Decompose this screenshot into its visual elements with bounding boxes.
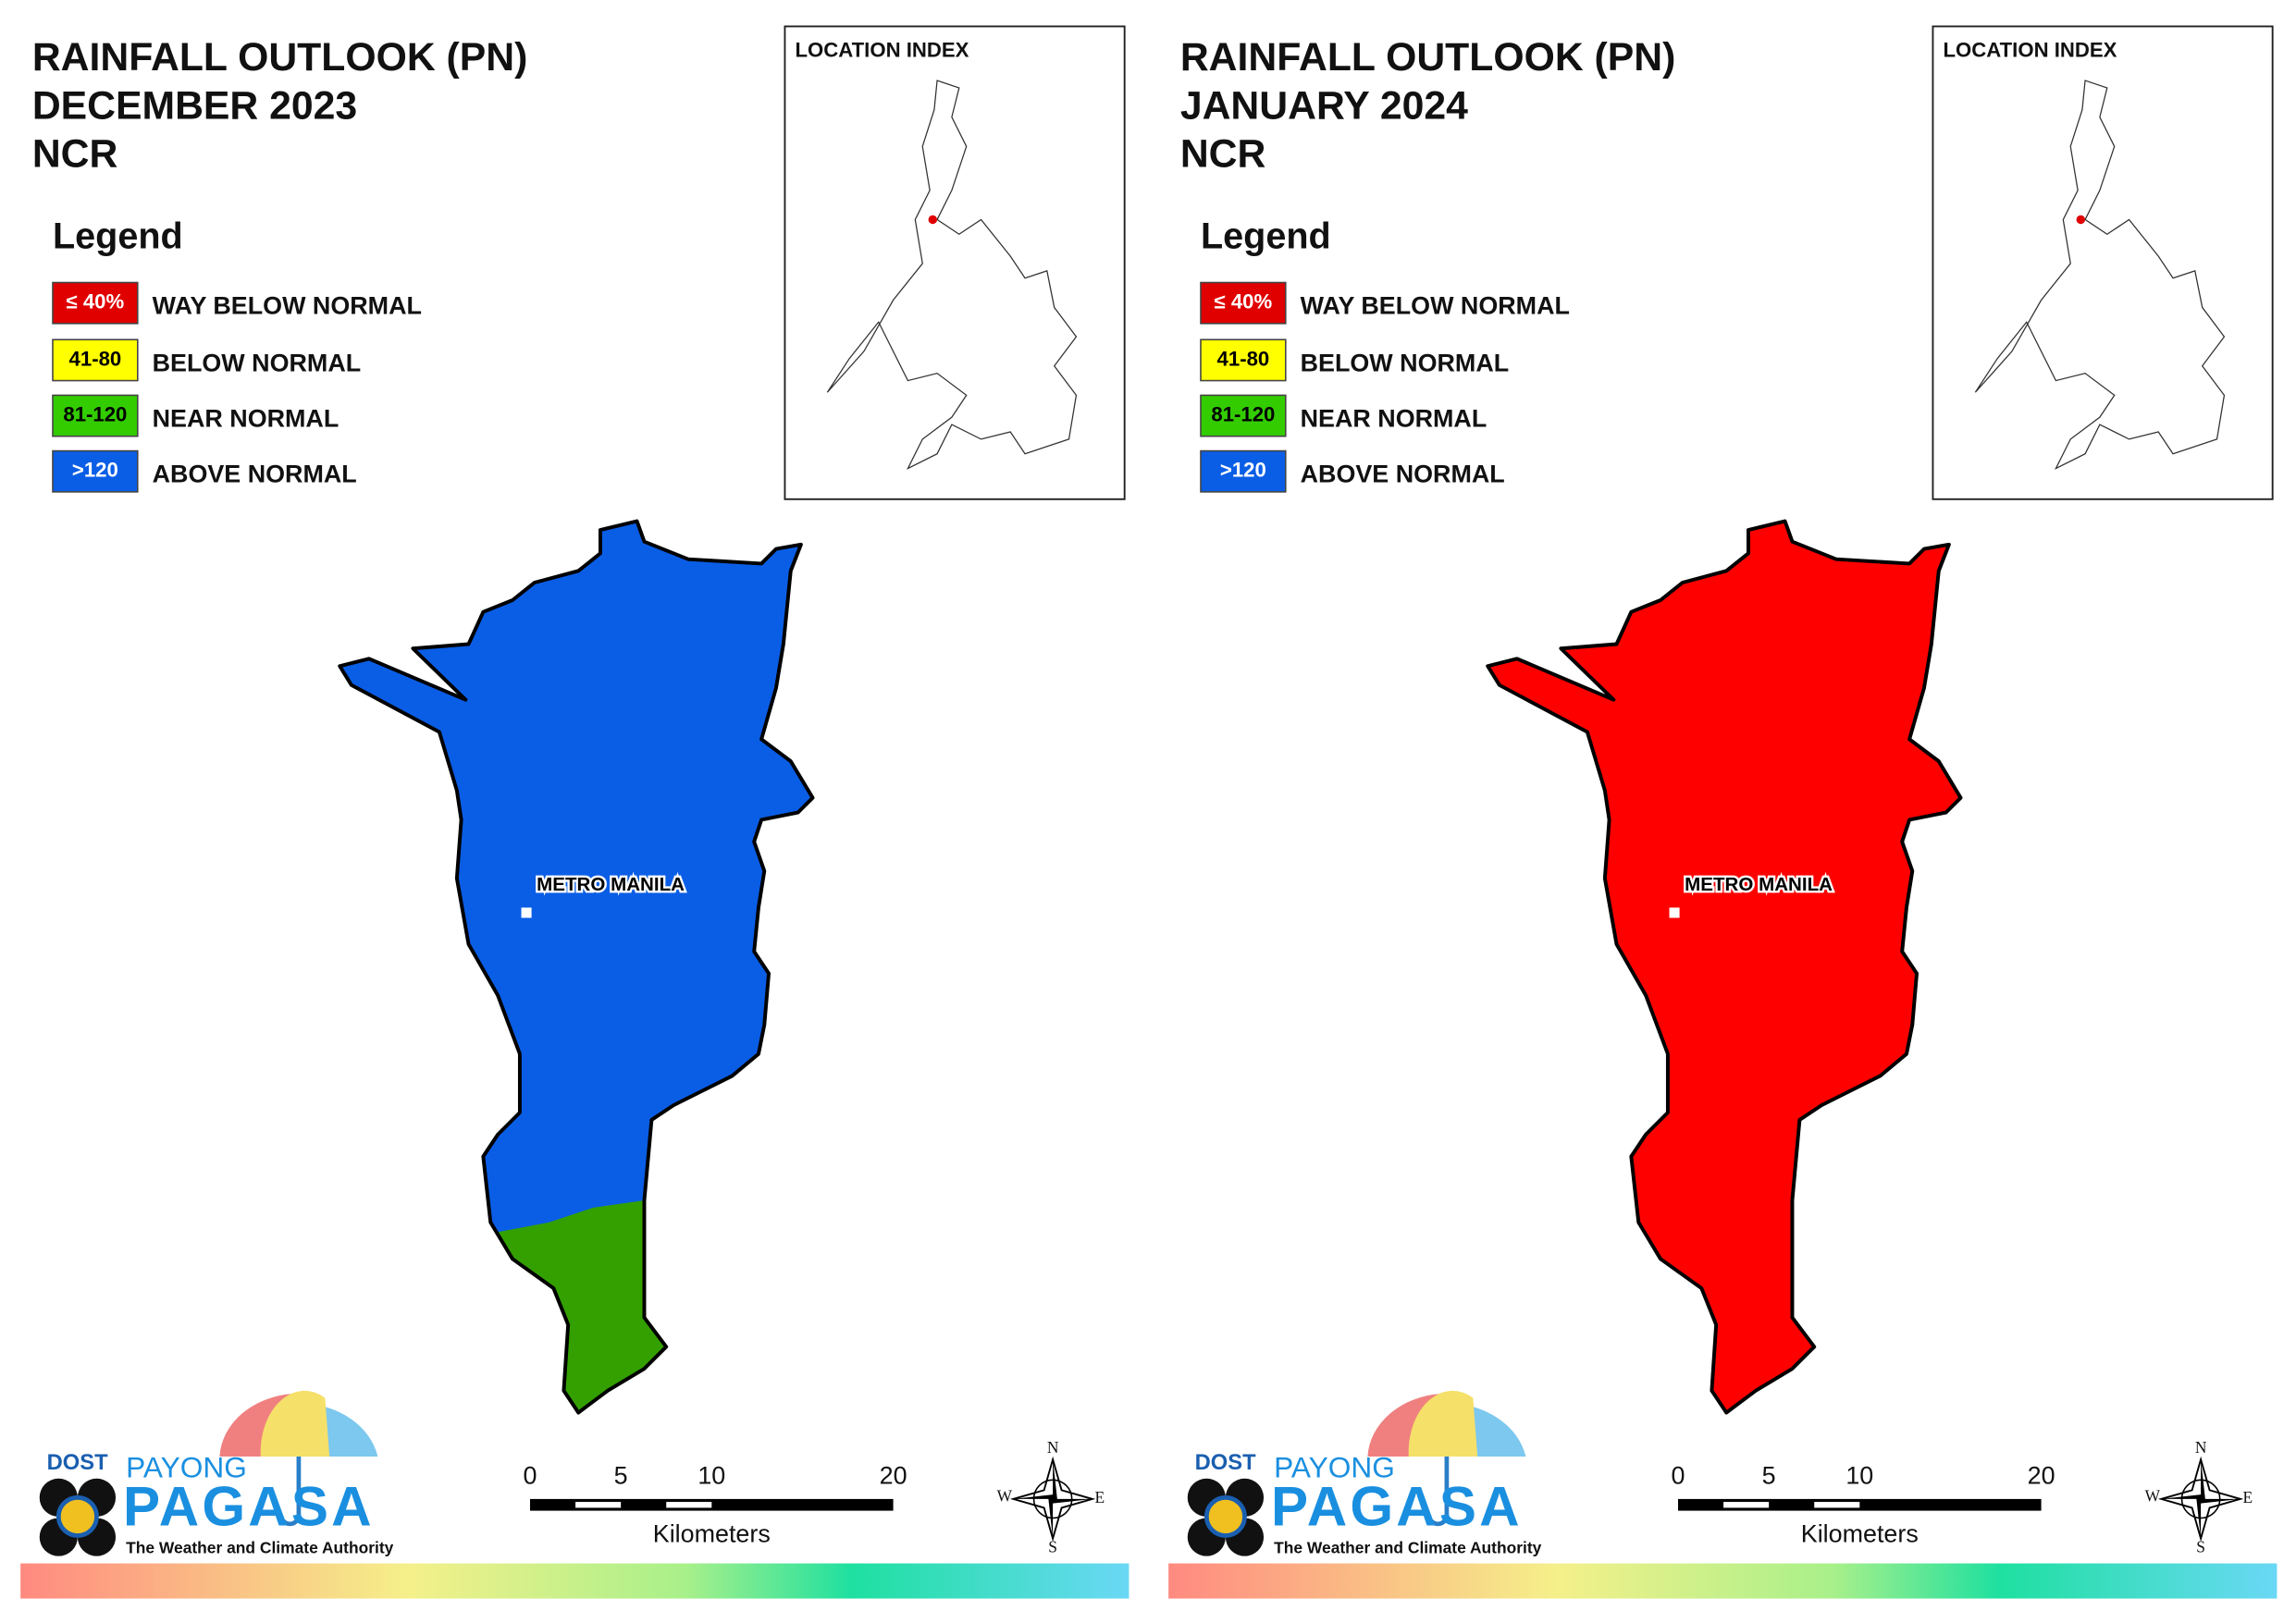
location-marker [2076, 215, 2086, 225]
logo-seal [56, 1494, 99, 1538]
legend-swatch [52, 281, 139, 325]
scale-unit: Kilometers [1801, 1520, 1919, 1548]
map-marker [521, 907, 532, 918]
region-fill [1487, 521, 1961, 1413]
legend-code: 41-80 [1217, 347, 1270, 370]
logo-dost: DOST [1195, 1451, 1256, 1475]
location-index-title: LOCATION INDEX [1944, 38, 2117, 61]
legend-swatch [52, 394, 139, 437]
logo-payong: PAYONG [1274, 1451, 1395, 1484]
legend-code: ≤ 40% [67, 290, 125, 314]
scale-bar-segment [666, 1502, 712, 1508]
legend-label: WAY BELOW NORMAL [1301, 292, 1570, 320]
compass-letter: W [997, 1486, 1013, 1505]
legend-code: >120 [1220, 459, 1266, 482]
logo-tagline: The Weather and Climate Authority [126, 1538, 393, 1556]
logo-handle [278, 1457, 302, 1527]
title-line: NCR [1180, 132, 1266, 177]
scale-tick-label: 20 [2028, 1461, 2055, 1489]
legend-code: 41-80 [69, 347, 122, 370]
region-fill [339, 521, 813, 1413]
compass-star-inner [1013, 1459, 1092, 1539]
scale-tick-label: 0 [1672, 1461, 1685, 1489]
compass-letter: S [1048, 1538, 1057, 1556]
logo-dost: DOST [47, 1451, 108, 1475]
map-marker [1669, 907, 1680, 918]
location-marker [928, 215, 938, 225]
scale-tick-label: 20 [880, 1461, 907, 1489]
compass-letter: S [2196, 1538, 2205, 1556]
scale-bar-segment [575, 1502, 622, 1508]
legend-title: Legend [1201, 215, 1331, 256]
logo-pagasa: PAGASA [1271, 1475, 1523, 1537]
logo-tagline: The Weather and Climate Authority [1274, 1538, 1541, 1556]
legend-swatch [52, 338, 139, 382]
compass-letter: N [1047, 1438, 1059, 1457]
scale-tick-label: 10 [697, 1461, 725, 1489]
scale-bar-segment [1723, 1502, 1770, 1508]
scale-tick-label: 5 [1762, 1461, 1776, 1489]
title-line: RAINFALL OUTLOOK (PN) [32, 35, 528, 80]
title-line: DECEMBER 2023 [32, 83, 357, 128]
location-index-title: LOCATION INDEX [796, 38, 969, 61]
location-index-frame [784, 25, 1126, 500]
map-label: METRO MANILA [537, 874, 685, 895]
logo-umbrella-mid [260, 1390, 330, 1457]
scale-tick-label: 0 [524, 1461, 537, 1489]
legend-label: ABOVE NORMAL [1301, 461, 1505, 488]
compass-letter: E [2242, 1488, 2253, 1506]
compass-ring [1032, 1479, 1073, 1519]
legend-label: ABOVE NORMAL [153, 461, 357, 488]
title-line: RAINFALL OUTLOOK (PN) [1180, 35, 1676, 80]
location-index-map [1974, 80, 2226, 470]
compass-letter: E [1094, 1488, 1105, 1506]
legend-swatch [52, 449, 139, 493]
region-outline [338, 519, 815, 1415]
map-label: METRO MANILA [1685, 874, 1833, 895]
legend-swatch [1200, 338, 1287, 382]
legend-label: WAY BELOW NORMAL [153, 292, 422, 320]
legend-title: Legend [53, 215, 183, 256]
logo-pagasa: PAGASA [123, 1475, 375, 1537]
legend-label: BELOW NORMAL [1301, 349, 1510, 376]
logo-payong: PAYONG [126, 1451, 247, 1484]
compass-ring [2180, 1479, 2221, 1519]
legend-swatch [1200, 449, 1287, 493]
scale-tick-label: 10 [1845, 1461, 1873, 1489]
legend-label: NEAR NORMAL [153, 404, 339, 432]
legend-code: >120 [72, 459, 118, 482]
region-fill-green [495, 1199, 667, 1413]
compass-letter: W [2145, 1486, 2161, 1505]
legend-code: 81-120 [1211, 402, 1275, 425]
logo-handle [1426, 1457, 1450, 1527]
legend-code: 81-120 [63, 402, 127, 425]
title-line: NCR [32, 132, 118, 177]
footer-band [20, 1563, 1129, 1599]
logo-umbrella-mid [1408, 1390, 1478, 1457]
region-outline [1486, 519, 1963, 1415]
legend-swatch [1200, 394, 1287, 437]
compass-letter: N [2195, 1438, 2207, 1457]
scale-tick-label: 5 [614, 1461, 628, 1489]
legend-code: ≤ 40% [1215, 290, 1273, 314]
location-index-map [826, 80, 1078, 470]
scale-bar-segment [1814, 1502, 1860, 1508]
location-index-frame [1932, 25, 2274, 500]
legend-swatch [1200, 281, 1287, 325]
legend-label: NEAR NORMAL [1301, 404, 1487, 432]
footer-band [1168, 1563, 2277, 1599]
legend-label: BELOW NORMAL [153, 349, 362, 376]
title-line: JANUARY 2024 [1180, 83, 1468, 128]
scale-unit: Kilometers [653, 1520, 771, 1548]
compass-star-inner [2161, 1459, 2240, 1539]
logo-seal [1204, 1494, 1247, 1538]
